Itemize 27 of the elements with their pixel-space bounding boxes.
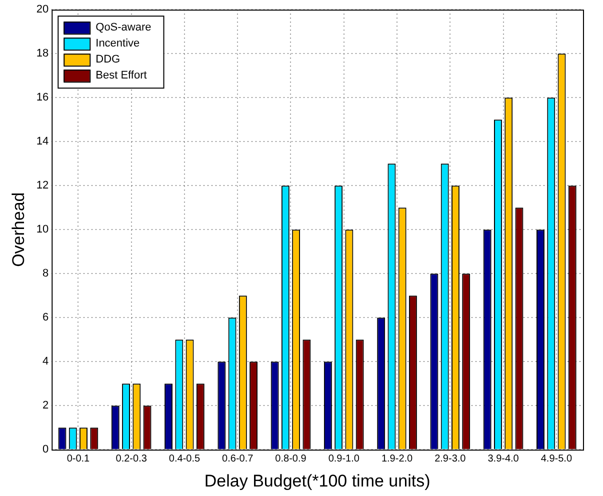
x-tick-label: 0.8-0.9	[275, 453, 307, 464]
y-tick-label: 6	[42, 312, 49, 324]
y-tick-label: 8	[42, 268, 49, 280]
y-tick-label: 14	[36, 136, 49, 148]
legend-label: Best Effort	[96, 70, 147, 82]
y-tick-label: 20	[36, 4, 49, 16]
x-tick-label: 0.2-0.3	[116, 453, 148, 464]
y-tick-label: 16	[36, 92, 49, 104]
x-tick-label: 3.9-4.0	[488, 453, 520, 464]
x-tick-label: 0.4-0.5	[168, 453, 200, 464]
y-tick-label: 12	[36, 180, 49, 192]
y-tick-label: 10	[36, 224, 49, 236]
legend-label: Incentive	[96, 38, 140, 50]
y-tick-label: 2	[42, 400, 49, 412]
x-tick-label: 0.6-0.7	[222, 453, 254, 464]
y-tick-label: 0	[42, 444, 49, 456]
y-tick-label: 18	[36, 48, 49, 60]
y-axis-title: Overhead	[8, 192, 28, 267]
x-tick-label: 4.9-5.0	[540, 453, 572, 464]
x-tick-label: 0-0.1	[66, 453, 90, 464]
x-tick-label: 1.9-2.0	[381, 453, 414, 464]
y-tick-label: 4	[42, 356, 49, 368]
x-tick-label: 2.9-3.0	[434, 453, 466, 464]
legend-label: QoS-aware	[96, 22, 152, 34]
x-tick-label: 0.9-1.0	[328, 453, 360, 464]
legend-label: DDG	[96, 54, 120, 66]
x-axis-title: Delay Budget(*100 time units)	[204, 471, 430, 490]
